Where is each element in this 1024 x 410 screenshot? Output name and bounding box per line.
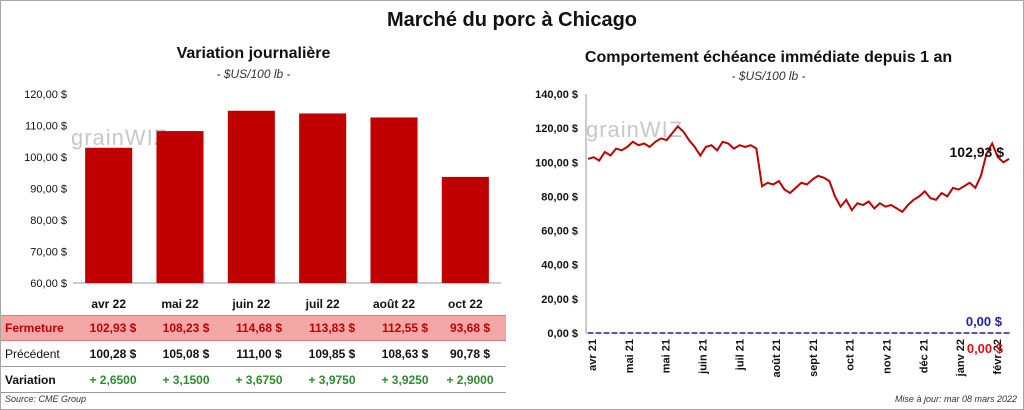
y-tick-label: 20,00 $ [541, 294, 578, 306]
left-chart-unit: - $US/100 lb - [216, 67, 291, 81]
table-cell: 111,00 $ [236, 347, 282, 361]
bar [370, 117, 418, 283]
y-tick-label: 120,00 $ [535, 123, 578, 135]
y-tick-label: 70,00 $ [30, 247, 67, 259]
footer-source: Source: CME Group [5, 394, 87, 404]
right-watermark: grainWIZ [586, 117, 684, 142]
left-watermark: grainWIZ [71, 125, 169, 150]
table-cell: + 3,1500 [162, 373, 210, 387]
x-tick-label: avr 21 [587, 339, 599, 371]
bar [156, 131, 204, 283]
row-label-variation: Variation [5, 373, 56, 387]
price-series-line [587, 124, 1010, 214]
table-cell: 100,28 $ [89, 347, 137, 361]
y-tick-label: 80,00 $ [30, 215, 67, 227]
zero-variation-label: 0,00 $ [966, 314, 1003, 329]
table-cell: + 3,9750 [308, 373, 356, 387]
y-tick-label: 0,00 $ [547, 328, 578, 340]
table-row-close: Fermeture 102,93 $ 108,23 $ 114,68 $ 113… [1, 315, 506, 341]
x-tick-label: mai 21 [624, 339, 636, 373]
table-cell: 90,78 $ [449, 347, 491, 361]
y-tick-label: 100,00 $ [24, 152, 67, 164]
table-cell: + 2,6500 [89, 373, 137, 387]
y-tick-label: 60,00 $ [541, 226, 578, 238]
x-tick-label: nov 21 [882, 339, 894, 374]
right-chart-title: Comportement échéance immédiate depuis 1… [584, 49, 953, 66]
x-tick-label: mai 22 [161, 297, 199, 311]
zero-price-label: 0,00 $ [967, 341, 1004, 356]
table-cell: 108,23 $ [162, 321, 210, 335]
x-tick-label: oct 21 [845, 339, 857, 371]
table-cell: + 3,9250 [381, 373, 429, 387]
footer-updated: Mise à jour: mar 08 mars 2022 [894, 394, 1017, 404]
table-cell: 113,83 $ [308, 321, 356, 335]
x-tick-label: août 21 [771, 339, 783, 378]
table-row-previous: Précédent 100,28 $ 105,08 $ 111,00 $ 109… [1, 342, 506, 367]
table-cell: 109,85 $ [308, 347, 356, 361]
row-label-previous: Précédent [5, 347, 60, 361]
last-price-label: 102,93 $ [950, 144, 1005, 160]
x-tick-label: oct 22 [448, 297, 483, 311]
bar-chart: 60,00 $ 70,00 $ 80,00 $ 90,00 $ 100,00 $ 110,… [24, 89, 501, 311]
line-chart: 0,00 $ 20,00 $ 40,00 $ 60,00 $ 80,00 $ 100,00… [535, 89, 1011, 378]
y-tick-label: 140,00 $ [535, 89, 578, 101]
table-cell: 108,63 $ [381, 347, 429, 361]
y-tick-label: 90,00 $ [30, 184, 67, 196]
bar [227, 110, 275, 283]
table-cell: 102,93 $ [89, 321, 137, 335]
x-tick-label: juin 21 [697, 339, 709, 375]
table-cell: + 3,6750 [235, 373, 283, 387]
x-tick-label: mai 21 [661, 339, 673, 373]
y-tick-label: 120,00 $ [24, 89, 67, 101]
table-cell: 93,68 $ [449, 321, 491, 335]
report-title: Marché du porc à Chicago [386, 9, 638, 31]
bar [441, 176, 489, 283]
y-tick-label: 100,00 $ [535, 157, 578, 169]
y-tick-label: 80,00 $ [541, 191, 578, 203]
y-tick-label: 60,00 $ [30, 278, 67, 290]
x-tick-label: août 22 [373, 297, 415, 311]
x-tick-label: févr 22 [992, 339, 1004, 374]
left-chart-title: Variation journalière [176, 45, 331, 62]
table-cell: + 2,9000 [446, 373, 494, 387]
x-tick-label: juil 21 [734, 339, 746, 371]
x-tick-label: juil 22 [305, 297, 340, 311]
table-cell: 114,68 $ [235, 321, 283, 335]
x-tick-label: sept 21 [808, 339, 820, 377]
table-cell: 105,08 $ [162, 347, 210, 361]
y-tick-label: 40,00 $ [541, 260, 578, 272]
bar [85, 147, 133, 283]
right-chart-unit: - $US/100 lb - [731, 69, 806, 83]
bar [299, 113, 347, 283]
y-tick-label: 110,00 $ [25, 121, 67, 133]
x-tick-label: déc 21 [918, 339, 930, 373]
x-tick-label: juin 22 [231, 297, 270, 311]
x-tick-label: avr 22 [91, 297, 126, 311]
table-row-variation: Variation + 2,6500 + 3,1500 + 3,6750 + 3… [1, 368, 506, 393]
table-cell: 112,55 $ [381, 321, 429, 335]
row-label-close: Fermeture [5, 321, 64, 335]
x-tick-label: janv 22 [955, 339, 967, 377]
